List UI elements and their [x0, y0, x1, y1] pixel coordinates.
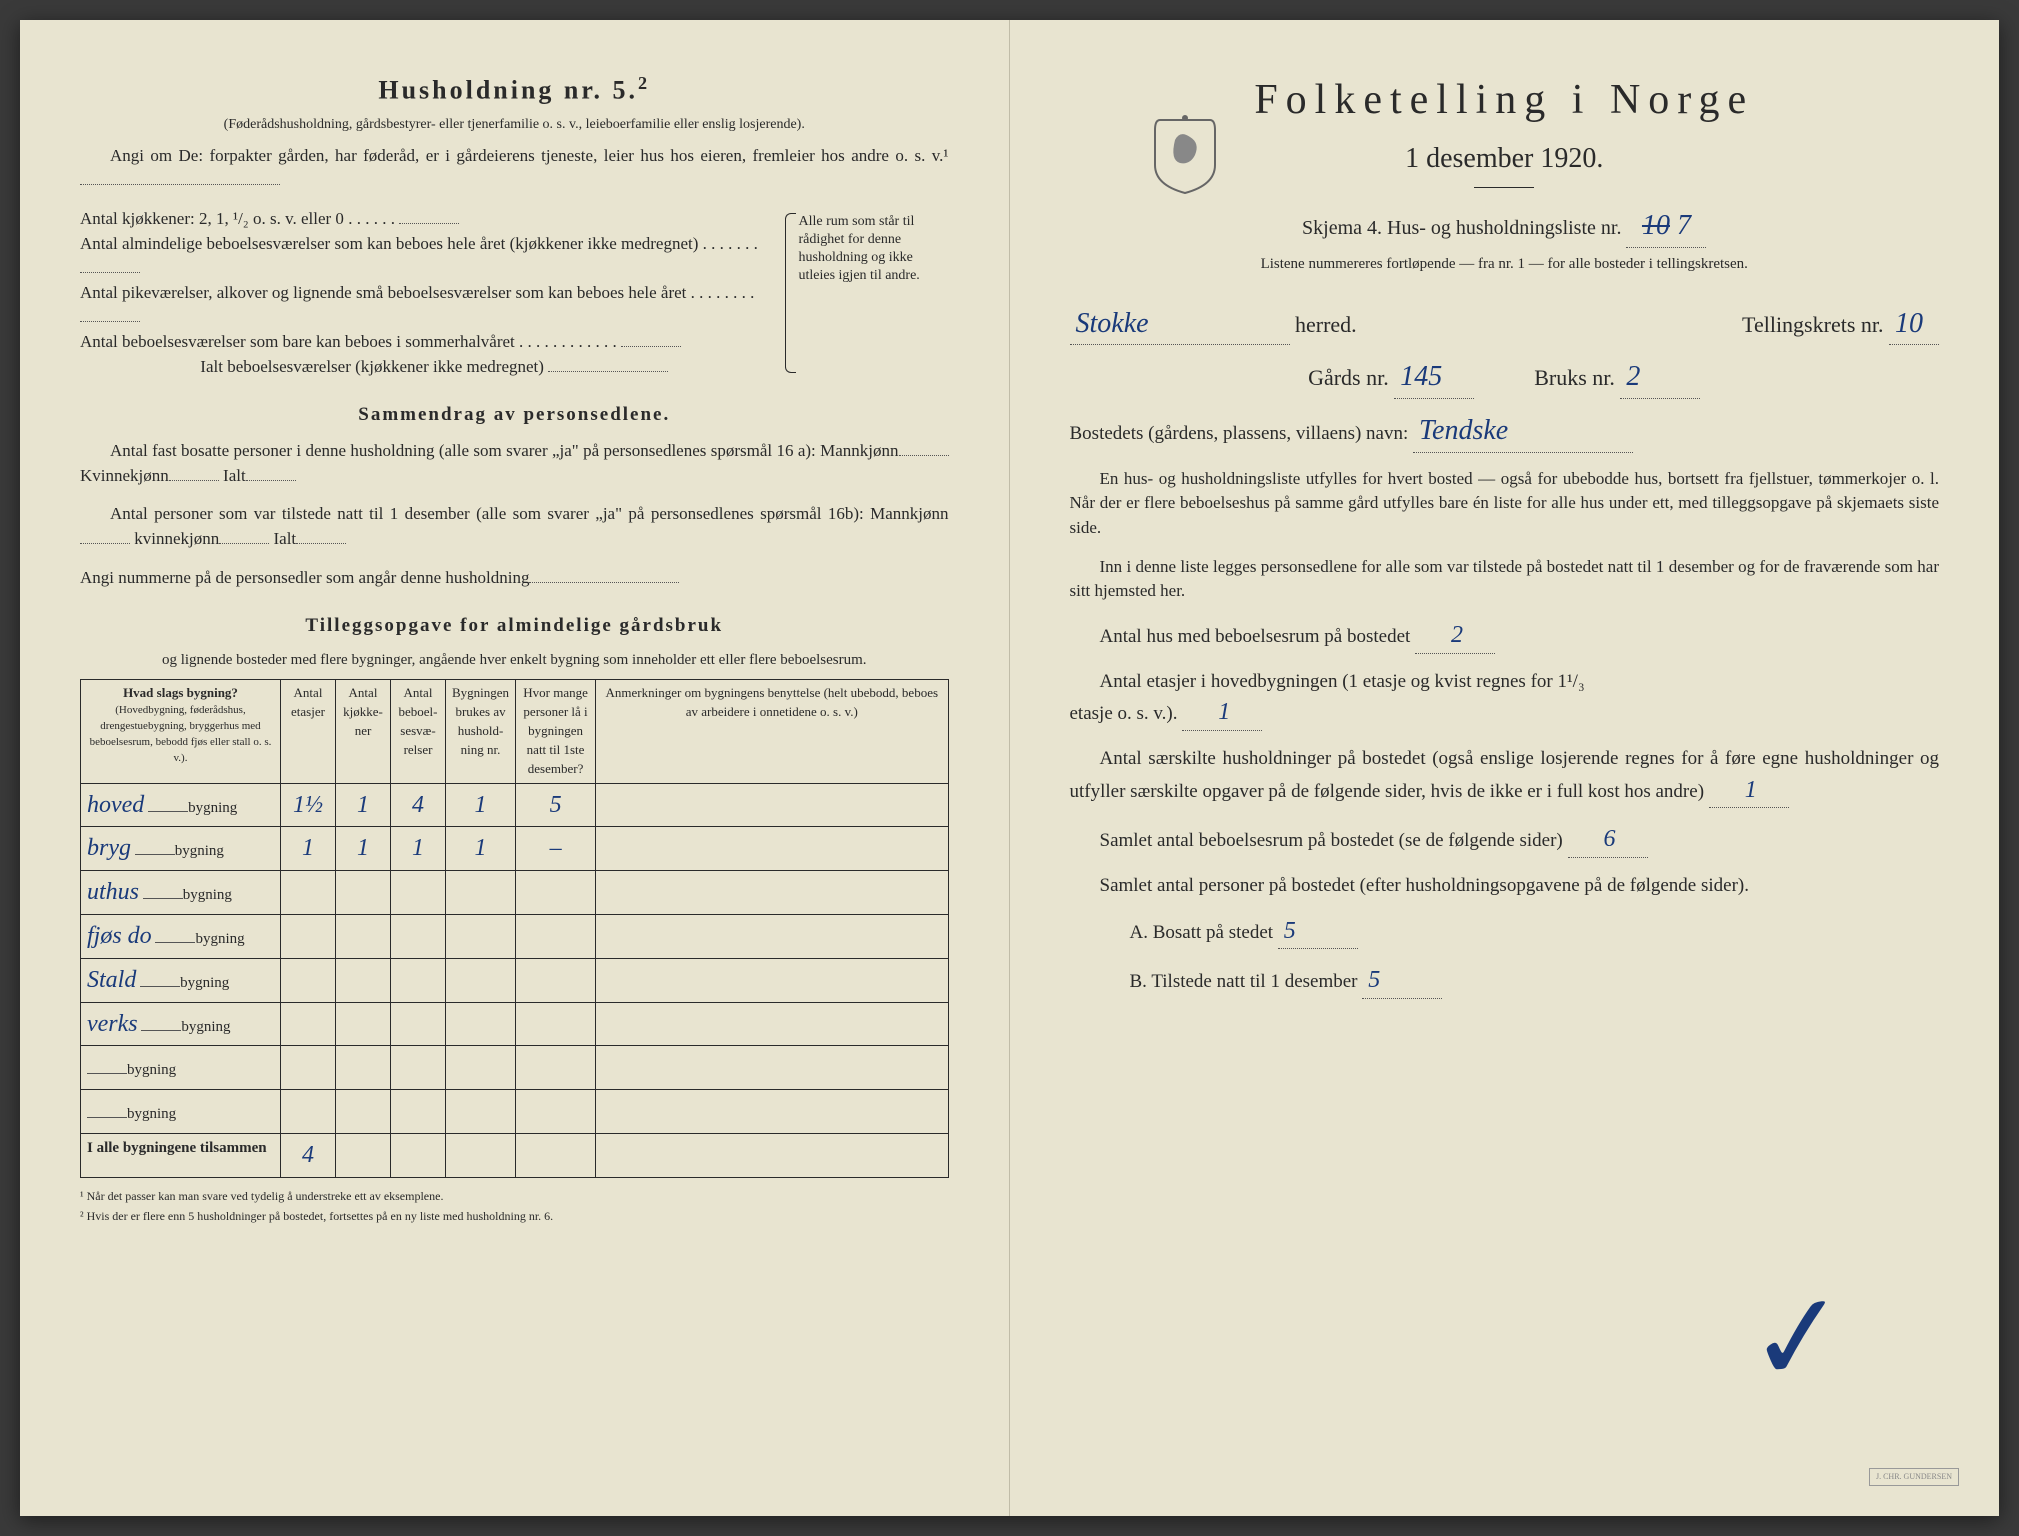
th-beboelse: Antal beboel-sesvæ-relser [391, 680, 446, 783]
totals-cell: 4 [281, 1134, 336, 1178]
footnotes: ¹ Når det passer kan man svare ved tydel… [80, 1188, 949, 1226]
building-table: Hvad slags bygning? (Hovedbygning, føder… [80, 679, 949, 1177]
document-spread: Husholdning nr. 5.2 (Føderådshusholdning… [20, 20, 1999, 1516]
q5a: A. Bosatt på stedet 5 [1070, 914, 1940, 950]
para1: En hus- og husholdningsliste utfylles fo… [1070, 467, 1940, 541]
gards-nr: 145 [1394, 357, 1474, 399]
herred-row: Stokke herred. Tellingskrets nr. 10 [1070, 304, 1940, 346]
coat-of-arms-icon [1150, 115, 1220, 195]
q5a-val: 5 [1278, 914, 1358, 950]
para2: Inn i denne liste legges personsedlene f… [1070, 555, 1940, 604]
th-etasjer: Antal etasjer [281, 680, 336, 783]
tellingskrets-nr: 10 [1889, 304, 1939, 346]
q4-val: 6 [1568, 822, 1648, 858]
brace-block: Antal kjøkkener: 2, 1, ¹/₂ o. s. v. elle… [80, 207, 949, 379]
right-page: Folketelling i Norge 1 desember 1920. Sk… [1010, 20, 2000, 1516]
alm-row: Antal almindelige beboelsesværelser som … [80, 232, 789, 281]
q1-val: 2 [1415, 618, 1495, 654]
pike-row: Antal pikeværelser, alkover og lignende … [80, 281, 789, 330]
th-kjokken: Antal kjøkke-ner [336, 680, 391, 783]
tillegg-title: Tilleggsopgave for almindelige gårdsbruk [80, 612, 949, 640]
table-row: hoved bygning 1½ 1 4 1 5 [81, 783, 949, 827]
table-row: bygning [81, 1046, 949, 1090]
sommer-row: Antal beboelsesværelser som bare kan beb… [80, 330, 789, 355]
husholdning-sub: (Føderådshusholdning, gårdsbestyrer- ell… [80, 115, 949, 135]
q2: Antal etasjer i hovedbygningen (1 etasje… [1070, 668, 1940, 731]
q3-val: 1 [1709, 773, 1789, 809]
q5b: B. Tilstede natt til 1 desember 5 [1070, 963, 1940, 999]
q3: Antal særskilte husholdninger på bostede… [1070, 745, 1940, 808]
q2-val: 1 [1182, 695, 1262, 731]
numbering-note: Listene nummereres fortløpende — fra nr.… [1070, 254, 1940, 276]
table-row: fjøs do bygning [81, 915, 949, 959]
husholdning-title: Husholdning nr. 5.2 [80, 70, 949, 109]
th-bygning: Hvad slags bygning? (Hovedbygning, føder… [81, 680, 281, 783]
printer-stamp: J. CHR. GUNDERSEN [1869, 1468, 1959, 1486]
herred-name: Stokke [1070, 304, 1290, 346]
bosted-row: Bostedets (gårdens, plassens, villaens) … [1070, 411, 1940, 453]
table-row: bygning [81, 1090, 949, 1134]
gards-row: Gårds nr. 145 Bruks nr. 2 [1070, 357, 1940, 399]
angi-line: Angi om De: forpakter gården, har føderå… [80, 144, 949, 193]
kjokken-row: Antal kjøkkener: 2, 1, ¹/₂ o. s. v. elle… [80, 207, 789, 232]
totals-label: I alle bygningene tilsammen [81, 1134, 281, 1178]
th-anmerkn: Anmerkninger om bygningens benyttelse (h… [596, 680, 948, 783]
table-row: verks bygning [81, 1002, 949, 1046]
sammendrag-title: Sammendrag av personsedlene. [80, 401, 949, 429]
table-row: bryg bygning 1 1 1 1 – [81, 827, 949, 871]
skjema-line: Skjema 4. Hus- og husholdningsliste nr. … [1070, 206, 1940, 248]
q4: Samlet antal beboelsesrum på bostedet (s… [1070, 822, 1940, 858]
table-row: uthus bygning [81, 871, 949, 915]
q1: Antal hus med beboelsesrum på bostedet 2 [1070, 618, 1940, 654]
th-personer: Hvor mange personer lå i bygningen natt … [516, 680, 596, 783]
sammendrag-3: Angi nummerne på de personsedler som ang… [80, 566, 949, 591]
bosted-name: Tendske [1413, 411, 1633, 453]
brace-note: Alle rum som står til rådighet for denne… [799, 207, 949, 379]
left-page: Husholdning nr. 5.2 (Føderådshusholdning… [20, 20, 1010, 1516]
q5: Samlet antal personer på bostedet (efter… [1070, 872, 1940, 900]
sammendrag-2: Antal personer som var tilstede natt til… [80, 502, 949, 551]
q5b-val: 5 [1362, 963, 1442, 999]
th-hushold: Bygningen brukes av hushold-ning nr. [446, 680, 516, 783]
sammendrag-1: Antal fast bosatte personer i denne hush… [80, 439, 949, 488]
fn2: ² Hvis der er flere enn 5 husholdninger … [80, 1208, 949, 1225]
divider [1474, 187, 1534, 188]
table-row: Stald bygning [81, 958, 949, 1002]
fn1: ¹ Når det passer kan man svare ved tydel… [80, 1188, 949, 1205]
checkmark-icon: ✓ [1741, 1248, 1856, 1430]
bruks-nr: 2 [1620, 357, 1700, 399]
skjema-nr: 10 7 [1626, 206, 1706, 248]
ialt-row: Ialt beboelsesværelser (kjøkkener ikke m… [80, 355, 789, 380]
tillegg-sub: og lignende bosteder med flere bygninger… [80, 650, 949, 672]
